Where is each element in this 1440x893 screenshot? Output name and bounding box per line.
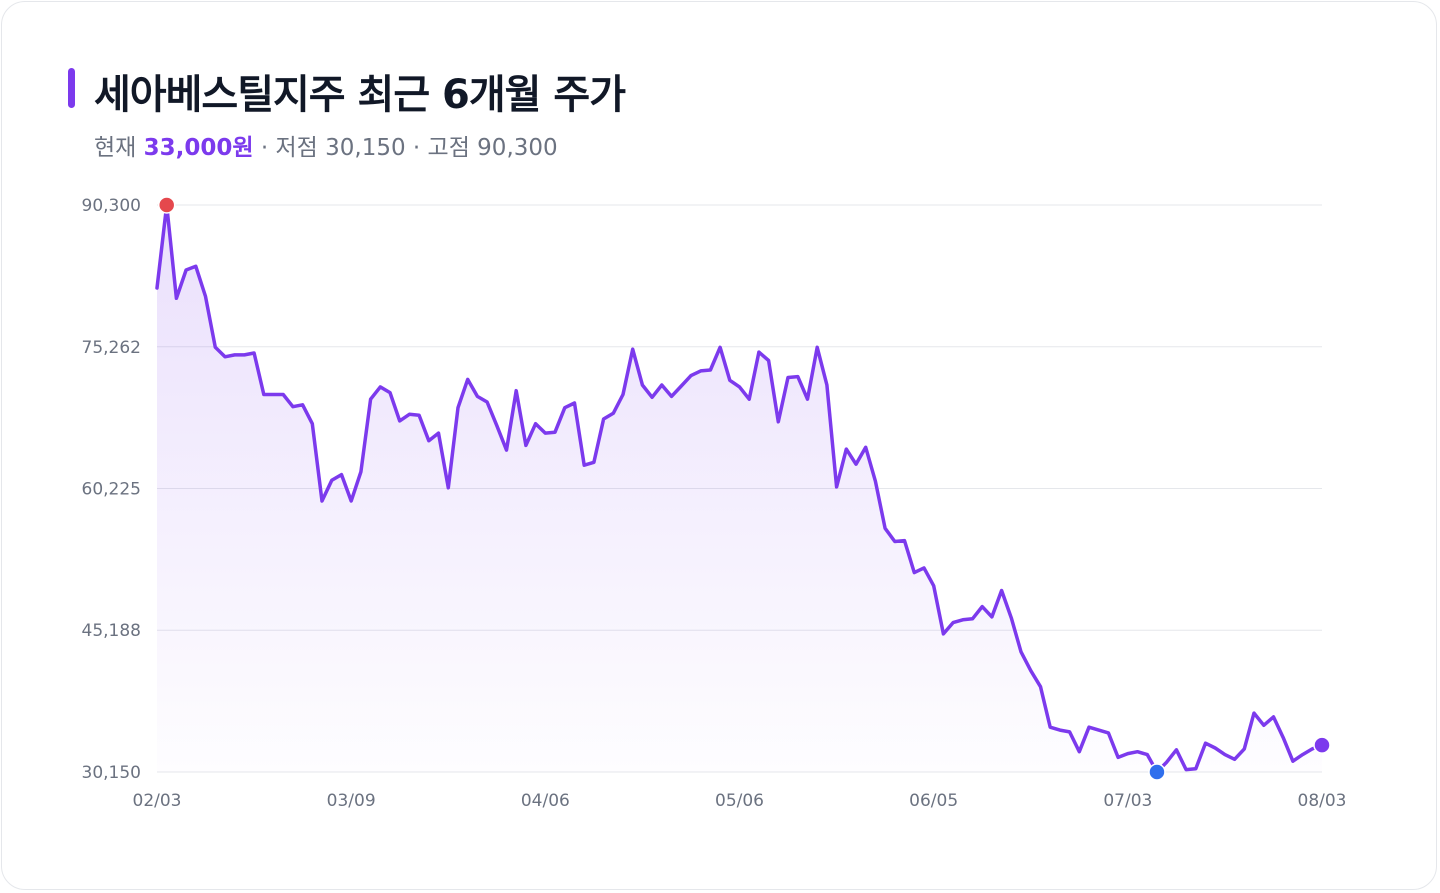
x-tick-label: 03/09	[327, 791, 376, 811]
x-tick-label: 06/05	[909, 791, 958, 811]
x-tick-label: 04/06	[521, 791, 570, 811]
y-tick-label: 75,262	[82, 338, 141, 358]
y-axis-ticks: 30,150 45,188 60,225 75,262 90,300	[82, 196, 141, 783]
current-label: 현재	[94, 135, 137, 161]
x-tick-label: 05/06	[715, 791, 764, 811]
x-axis-ticks: 02/03 03/09 04/06 05/06 06/05 07/03 08/03	[133, 791, 1347, 811]
series-line	[155, 203, 1324, 774]
x-tick-label: 07/03	[1103, 791, 1152, 811]
x-tick-label: 02/03	[133, 791, 182, 811]
y-tick-label: 60,225	[82, 480, 141, 500]
high-point-marker	[157, 196, 176, 214]
current-price: 33,000원	[143, 135, 254, 161]
x-tick-label: 08/03	[1298, 791, 1347, 811]
title-accent-bar	[68, 68, 75, 108]
low-price: 저점 30,150	[275, 135, 406, 161]
y-tick-label: 45,188	[82, 621, 141, 641]
y-tick-label: 90,300	[82, 196, 141, 216]
area-path	[157, 205, 1322, 772]
chart-title: 세아베스틸지주 최근 6개월 주가	[94, 72, 626, 118]
separator: ·	[253, 135, 276, 161]
low-point-marker	[1148, 763, 1166, 781]
area-fill	[157, 205, 1322, 772]
high-price: 고점 90,300	[427, 135, 558, 161]
y-tick-label: 30,150	[82, 763, 141, 783]
markers	[157, 196, 1331, 781]
price-line	[155, 203, 1324, 774]
last-point-marker	[1313, 736, 1331, 754]
price-summary: 현재 33,000원 · 저점 30,150 · 고점 90,300	[94, 128, 558, 162]
separator: ·	[405, 135, 428, 161]
